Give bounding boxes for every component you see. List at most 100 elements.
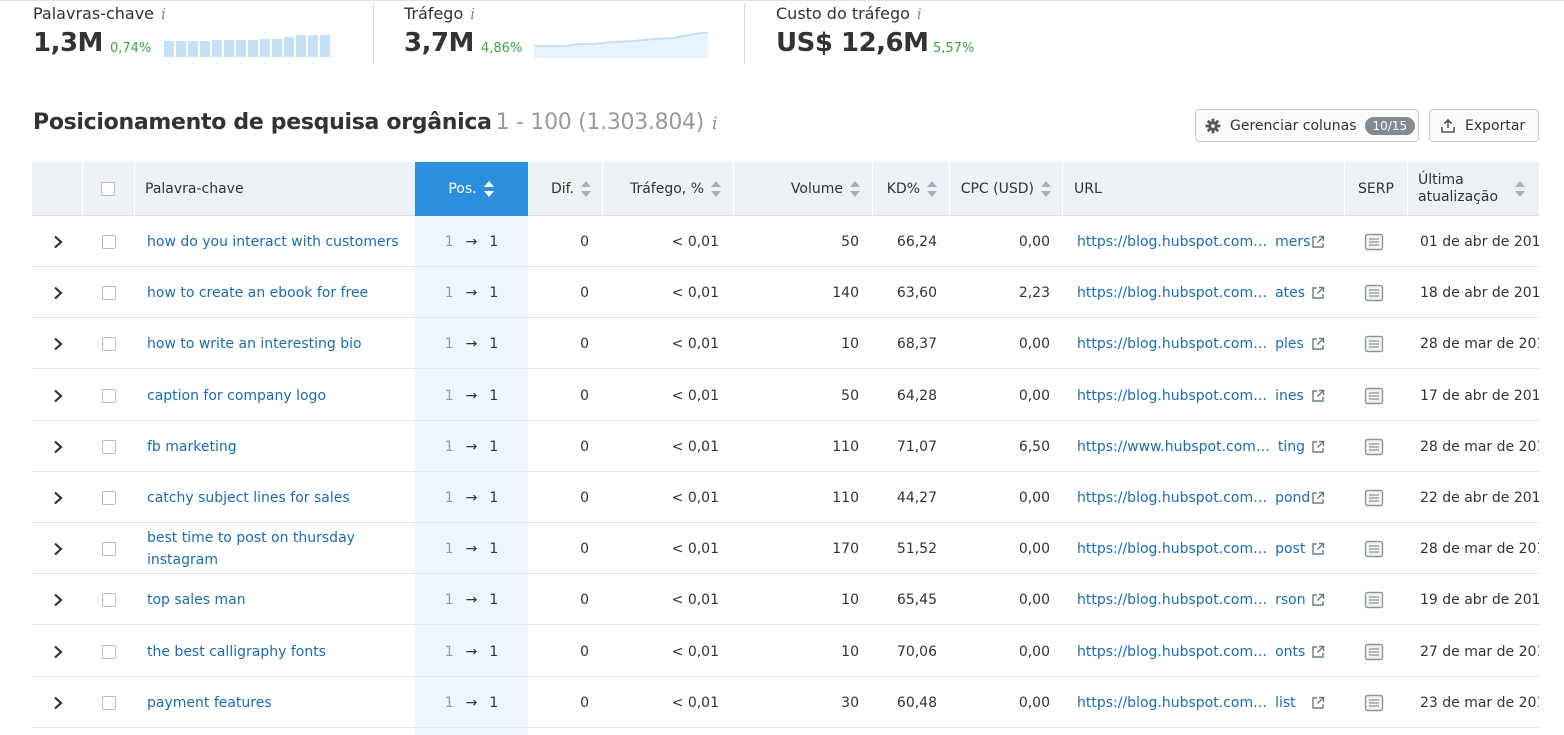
section-title-wrap: Posicionamento de pesquisa orgânica 1 - 1… [33, 110, 717, 135]
keyword-link[interactable]: payment features [147, 694, 272, 711]
expand-row-button[interactable] [50, 472, 66, 523]
url-link[interactable]: https://blog.hubspot.com… list [1077, 677, 1329, 728]
external-link-icon[interactable] [1309, 574, 1327, 625]
url-link[interactable]: https://blog.hubspot.com… ates [1077, 267, 1329, 318]
url-link[interactable]: https://blog.hubspot.com… mers [1077, 216, 1329, 267]
column-header-dif[interactable]: Dif. [528, 162, 592, 216]
expand-row-button[interactable] [50, 216, 66, 267]
serp-snapshot-button[interactable] [1364, 626, 1384, 677]
info-icon[interactable]: i [161, 5, 166, 23]
column-header-cpc[interactable]: CPC (USD) [951, 162, 1052, 216]
select-all-checkbox[interactable] [101, 182, 115, 196]
serp-snapshot-button[interactable] [1364, 677, 1384, 728]
external-link-icon[interactable] [1309, 421, 1327, 472]
url-text: https://blog.hubspot.com… [1077, 591, 1268, 608]
manage-columns-button[interactable]: Gerenciar colunas 10/15 [1195, 109, 1419, 142]
row-checkbox[interactable] [102, 695, 116, 710]
volume-cell: 50 [841, 387, 859, 404]
column-header-volume[interactable]: Volume [735, 162, 861, 216]
column-header-last-update[interactable]: Última atualização [1418, 162, 1539, 216]
expand-row-button[interactable] [50, 267, 66, 318]
external-link-icon[interactable] [1309, 318, 1327, 369]
serp-snapshot-button[interactable] [1364, 523, 1384, 574]
external-link-icon[interactable] [1309, 626, 1327, 677]
info-icon[interactable]: i [712, 114, 718, 134]
serp-snapshot-button[interactable] [1364, 318, 1384, 369]
row-checkbox[interactable] [102, 388, 116, 403]
keyword-link[interactable]: best time to post on thursday instagram [147, 529, 355, 568]
previous-position: 1 [444, 284, 454, 301]
column-header-position[interactable]: Pos. [415, 162, 528, 216]
cpc-cell: 0,00 [1018, 489, 1050, 506]
url-link[interactable]: https://blog.hubspot.com… pond [1077, 472, 1329, 523]
column-header-kd[interactable]: KD% [874, 162, 938, 216]
external-link-icon[interactable] [1309, 370, 1327, 421]
url-tail: rson [1275, 591, 1306, 608]
serp-snapshot-button[interactable] [1364, 216, 1384, 267]
metric-cost-label: Custo do tráfego [776, 4, 910, 23]
serp-snapshot-button[interactable] [1364, 574, 1384, 625]
expand-row-button[interactable] [50, 523, 66, 574]
keyword-link[interactable]: top sales man [147, 591, 246, 608]
keyword-link[interactable]: how do you interact with customers [147, 233, 399, 250]
row-checkbox[interactable] [102, 234, 116, 249]
arrow-right-icon: → [465, 694, 478, 711]
kd-cell: 71,07 [896, 438, 937, 455]
serp-icon [1364, 643, 1384, 660]
expand-row-button[interactable] [50, 370, 66, 421]
column-header-keyword[interactable]: Palavra-chave [145, 181, 244, 197]
serp-snapshot-button[interactable] [1364, 370, 1384, 421]
expand-row-button[interactable] [50, 421, 66, 472]
info-icon[interactable]: i [470, 5, 476, 23]
keyword-link[interactable]: how to write an interesting bio [147, 335, 362, 352]
url-link[interactable]: https://blog.hubspot.com… rson [1077, 574, 1329, 625]
url-link[interactable]: https://blog.hubspot.com… ples [1077, 318, 1329, 369]
url-link[interactable]: https://blog.hubspot.com… post [1077, 523, 1329, 574]
serp-snapshot-button[interactable] [1364, 472, 1384, 523]
external-link-icon[interactable] [1309, 267, 1327, 318]
external-link-icon[interactable] [1309, 216, 1327, 267]
row-checkbox[interactable] [102, 490, 116, 505]
row-checkbox[interactable] [102, 285, 116, 300]
cpc-cell: 0,00 [1018, 591, 1050, 608]
column-header-traffic[interactable]: Tráfego, % [604, 162, 722, 216]
serp-snapshot-button[interactable] [1364, 421, 1384, 472]
cpc-cell: 0,00 [1018, 540, 1050, 557]
info-icon[interactable]: i [916, 5, 922, 23]
column-header-position-label: Pos. [448, 181, 477, 197]
export-button[interactable]: Exportar [1429, 109, 1539, 142]
traffic-percent-cell: < 0,01 [671, 489, 719, 506]
metric-traffic-label-wrap: Tráfego i [404, 4, 475, 23]
external-link-icon[interactable] [1309, 472, 1327, 523]
current-position: 1 [489, 591, 499, 608]
serp-snapshot-button[interactable] [1364, 267, 1384, 318]
keyword-link[interactable]: caption for company logo [147, 387, 327, 404]
row-checkbox[interactable] [102, 644, 116, 659]
url-link[interactable]: https://blog.hubspot.com… onts [1077, 626, 1329, 677]
expand-row-button[interactable] [50, 677, 66, 728]
row-checkbox[interactable] [102, 592, 116, 607]
expand-row-button[interactable] [50, 626, 66, 677]
sort-icon [1041, 181, 1051, 197]
row-checkbox[interactable] [102, 336, 116, 351]
url-link[interactable]: https://www.hubspot.com… ting [1077, 421, 1329, 472]
row-checkbox[interactable] [102, 439, 116, 454]
url-link[interactable]: https://blog.hubspot.com… ines [1077, 370, 1329, 421]
kd-cell: 51,52 [896, 540, 937, 557]
external-link-icon[interactable] [1309, 523, 1327, 574]
keyword-link[interactable]: how to create an ebook for free [147, 284, 369, 301]
expand-row-button[interactable] [50, 318, 66, 369]
expand-row-button[interactable] [50, 574, 66, 625]
row-checkbox[interactable] [102, 541, 116, 556]
chevron-right-icon [54, 491, 63, 504]
result-range: 1 - 100 (1.303.804) [495, 110, 705, 135]
keyword-link[interactable]: the best calligraphy fonts [147, 643, 326, 660]
keyword-link[interactable]: fb marketing [147, 438, 237, 455]
top-border [0, 0, 1564, 1]
keyword-link[interactable]: catchy subject lines for sales [147, 489, 350, 506]
position-cell: 1 → 1 [415, 421, 528, 472]
dif-cell: 0 [580, 438, 589, 455]
external-link-icon[interactable] [1309, 677, 1327, 728]
chevron-right-icon [54, 696, 63, 709]
row-checkbox-cell [101, 472, 117, 523]
